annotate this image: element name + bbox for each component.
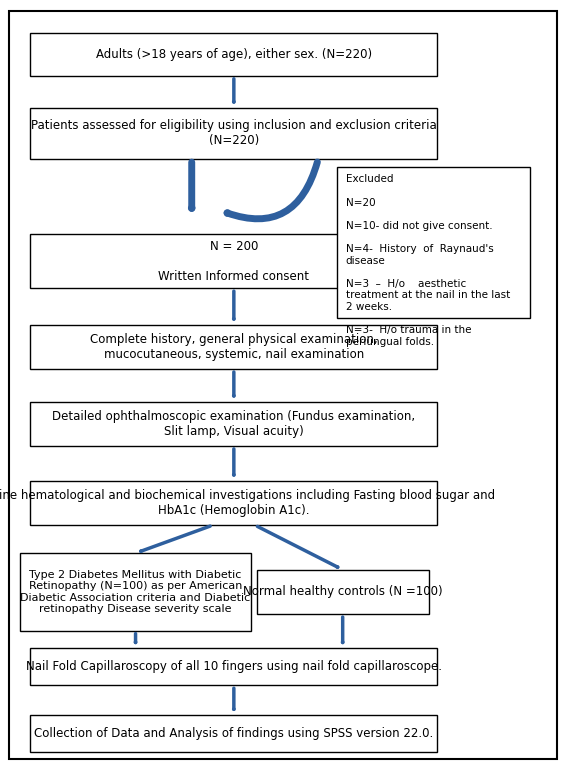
Text: Routine hematological and biochemical investigations including Fasting blood sug: Routine hematological and biochemical in… — [0, 489, 495, 517]
Text: Nail Fold Capillaroscopy of all 10 fingers using nail fold capillaroscope.: Nail Fold Capillaroscopy of all 10 finge… — [26, 660, 442, 673]
FancyBboxPatch shape — [337, 167, 530, 318]
FancyBboxPatch shape — [30, 480, 438, 525]
FancyBboxPatch shape — [30, 648, 438, 685]
Text: Complete history, general physical examination,
mucocutaneous, systemic, nail ex: Complete history, general physical exami… — [90, 333, 378, 361]
FancyBboxPatch shape — [256, 570, 428, 614]
FancyBboxPatch shape — [30, 715, 438, 752]
Text: Excluded

N=20

N=10- did not give consent.

N=4-  History  of  Raynaud's
diseas: Excluded N=20 N=10- did not give consent… — [346, 175, 510, 346]
FancyBboxPatch shape — [30, 33, 438, 76]
Text: Patients assessed for eligibility using inclusion and exclusion criteria
(N=220): Patients assessed for eligibility using … — [31, 119, 437, 148]
Text: Detailed ophthalmoscopic examination (Fundus examination,
Slit lamp, Visual acui: Detailed ophthalmoscopic examination (Fu… — [52, 410, 415, 438]
FancyBboxPatch shape — [30, 401, 438, 446]
FancyBboxPatch shape — [30, 234, 438, 288]
Text: Type 2 Diabetes Mellitus with Diabetic
Retinopathy (N=100) as per American
Diabe: Type 2 Diabetes Mellitus with Diabetic R… — [20, 570, 251, 614]
Text: Normal healthy controls (N =100): Normal healthy controls (N =100) — [243, 585, 443, 598]
FancyBboxPatch shape — [20, 553, 251, 631]
Text: Adults (>18 years of age), either sex. (N=220): Adults (>18 years of age), either sex. (… — [96, 48, 372, 61]
FancyBboxPatch shape — [30, 325, 438, 369]
FancyBboxPatch shape — [30, 108, 438, 159]
Text: N = 200

Written Informed consent: N = 200 Written Informed consent — [158, 240, 310, 283]
Text: Collection of Data and Analysis of findings using SPSS version 22.0.: Collection of Data and Analysis of findi… — [34, 727, 434, 740]
